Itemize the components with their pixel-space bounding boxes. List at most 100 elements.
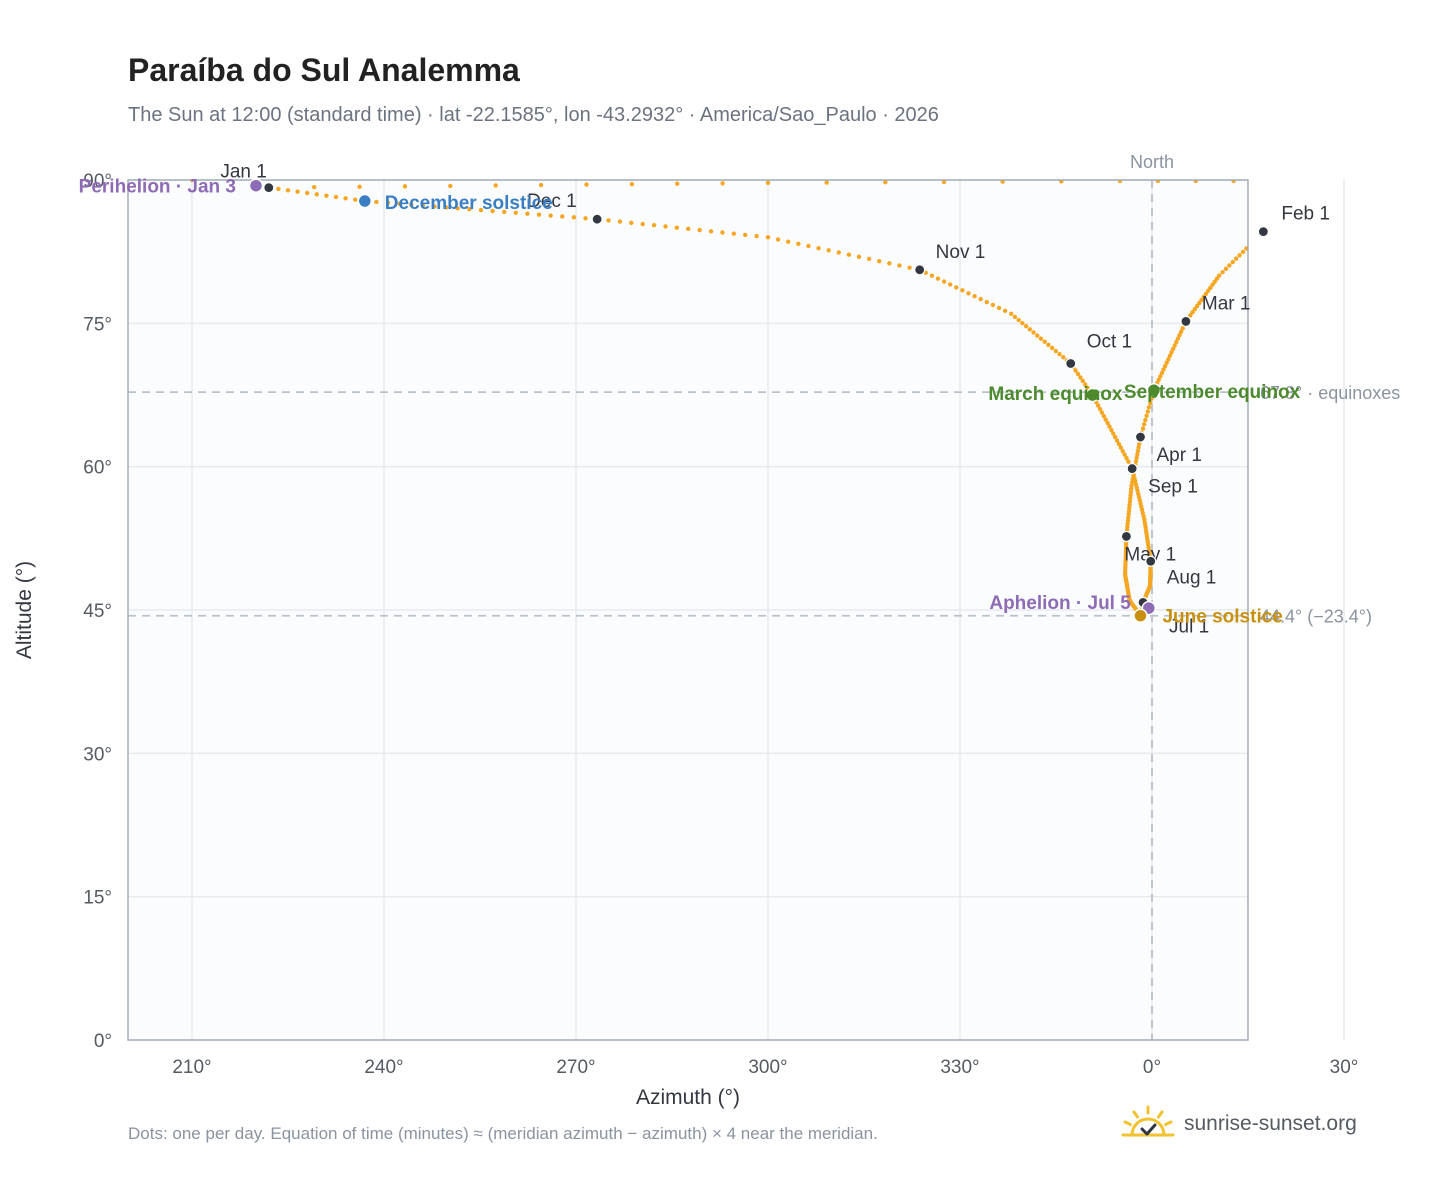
daily-sun-dot <box>1046 342 1051 348</box>
daily-sun-dot <box>314 192 319 197</box>
chart-subtitle: The Sun at 12:00 (standard time) · lat -… <box>128 104 939 126</box>
daily-sun-dot <box>1178 329 1184 334</box>
daily-sun-dot <box>1194 303 1200 309</box>
daily-sun-dot <box>1169 350 1174 355</box>
daily-sun-dot <box>1190 310 1195 315</box>
daily-sun-dot <box>432 204 437 209</box>
daily-sun-dot <box>1314 198 1318 202</box>
x-tick-label: 270° <box>556 1057 595 1078</box>
daily-sun-dot <box>1078 375 1083 380</box>
daily-sun-dot <box>640 221 645 227</box>
daily-sun-dot <box>467 206 472 212</box>
daily-sun-dot <box>1167 353 1173 359</box>
daily-sun-dot <box>1244 246 1248 251</box>
daily-sun-dot <box>947 282 953 287</box>
daily-sun-dot <box>305 190 310 196</box>
month-marker <box>1120 530 1133 543</box>
daily-sun-dot <box>941 180 947 185</box>
daily-sun-dot <box>1016 317 1021 323</box>
daily-sun-dot <box>1203 291 1209 297</box>
event-marker <box>248 178 264 193</box>
daily-sun-dot <box>806 243 811 249</box>
month-label: Dec 1 <box>527 191 577 212</box>
daily-sun-dot <box>1009 311 1014 316</box>
daily-sun-dot <box>1080 378 1086 384</box>
daily-sun-dot <box>1038 336 1044 341</box>
daily-sun-dot <box>675 181 680 186</box>
daily-sun-dot <box>1240 249 1246 255</box>
daily-sun-dot <box>1269 179 1273 183</box>
daily-sun-dot <box>743 232 748 238</box>
daily-sun-dot <box>708 229 714 234</box>
daily-sun-dot <box>1180 326 1185 331</box>
daily-sun-dot <box>929 273 935 278</box>
daily-sun-dot <box>1059 180 1064 184</box>
daily-sun-dot <box>1137 441 1142 447</box>
month-label: Apr 1 <box>1156 445 1201 466</box>
daily-sun-dot <box>311 185 317 190</box>
x-tick-label: 210° <box>172 1057 211 1078</box>
daily-sun-dot <box>866 256 872 262</box>
daily-sun-dot <box>1141 422 1147 427</box>
daily-sun-dot <box>846 252 852 257</box>
daily-sun-dot <box>1127 505 1132 511</box>
daily-sun-dot <box>1143 417 1148 423</box>
reference-line-label: 44.4° (−23.4°) <box>1260 607 1372 627</box>
daily-sun-dot <box>1114 438 1120 443</box>
daily-sun-dot <box>1023 324 1029 329</box>
event-label: December solstice <box>385 193 553 214</box>
daily-sun-dot <box>1111 431 1116 436</box>
daily-sun-dot <box>353 197 358 202</box>
daily-sun-dot <box>1118 445 1124 450</box>
daily-sun-dot <box>856 254 862 260</box>
daily-sun-dot <box>877 258 882 264</box>
month-marker <box>914 264 926 276</box>
daily-sun-dot <box>536 212 542 217</box>
event-marker <box>1085 387 1100 403</box>
daily-sun-dot <box>1172 343 1177 348</box>
daily-sun-dot <box>765 180 771 186</box>
daily-sun-dot <box>1145 409 1151 414</box>
daily-sun-dot <box>1042 339 1047 344</box>
daily-sun-dot <box>478 207 484 213</box>
daily-sun-dot <box>397 201 402 206</box>
event-marker <box>357 193 373 209</box>
footnote: Dots: one per day. Equation of time (min… <box>128 1124 878 1143</box>
y-tick-label: 60° <box>83 458 112 479</box>
daily-sun-dot <box>1061 355 1066 360</box>
daily-sun-dot <box>651 223 657 228</box>
daily-sun-dot <box>1129 486 1134 492</box>
daily-sun-dot <box>409 202 414 207</box>
daily-sun-dot <box>1170 346 1176 352</box>
plot-frame <box>127 179 1249 1041</box>
month-marker <box>1257 226 1269 238</box>
month-label: May 1 <box>1124 544 1176 565</box>
daily-sun-dot <box>374 199 379 205</box>
north-label: North <box>1130 152 1174 172</box>
daily-sun-dot <box>1103 417 1108 422</box>
daily-sun-dot <box>786 239 791 244</box>
daily-sun-dot <box>1140 426 1146 431</box>
daily-sun-dot <box>1149 396 1154 401</box>
month-label: Mar 1 <box>1202 293 1251 314</box>
daily-sun-dot <box>1208 285 1213 290</box>
x-tick-label: 30° <box>1330 1057 1359 1078</box>
axes: 210° 240° 270° 300° 330° 0° 30° 0° 15° 30° 45° 60° 7… <box>83 171 1358 1078</box>
event-marker <box>1146 382 1162 398</box>
daily-sun-dot <box>1324 191 1328 195</box>
x-tick-label: 300° <box>748 1057 787 1078</box>
daily-sun-dot <box>1345 179 1349 183</box>
reference-line-label: 67.8° · equinoxes <box>1260 383 1400 403</box>
reference-lines: North 67.8° · equinoxes 44.4° (−23.4°) <box>128 152 1400 1040</box>
daily-sun-dot <box>493 183 498 188</box>
daily-sun-dot <box>966 291 971 296</box>
brand[interactable]: sunrise-sunset.org <box>1120 1102 1357 1146</box>
daily-sun-dot <box>1127 499 1133 504</box>
daily-sun-dot <box>1112 434 1118 440</box>
daily-sun-dot <box>1193 180 1198 184</box>
month-label: Sep 1 <box>1148 477 1198 498</box>
daily-sun-dot <box>443 205 449 210</box>
daily-sun-dot <box>1105 420 1110 426</box>
daily-sun-dot <box>1272 223 1276 227</box>
daily-sun-dot <box>1134 455 1139 461</box>
